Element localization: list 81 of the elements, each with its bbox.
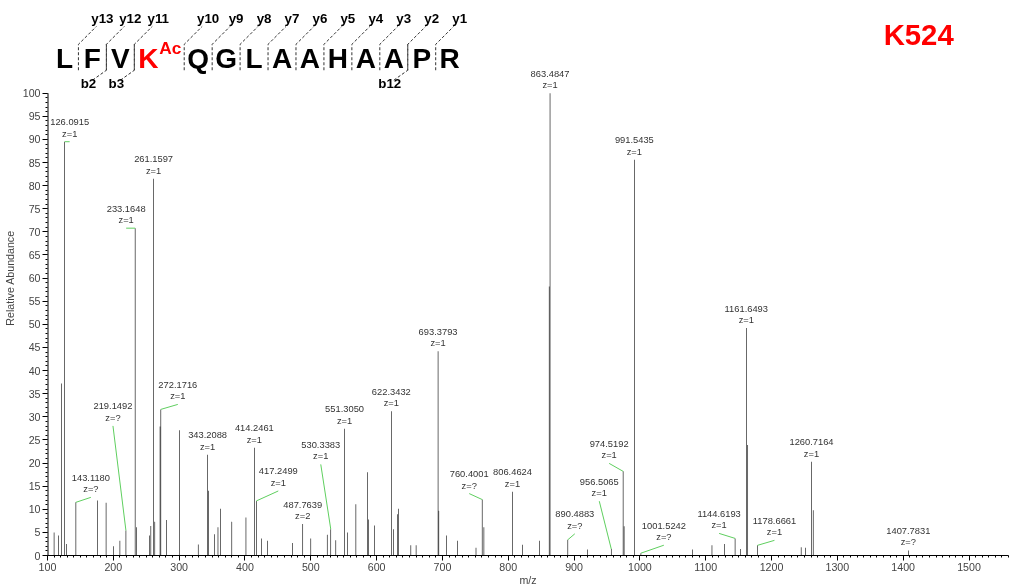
annotation: 991.5435 z=1 bbox=[614, 135, 654, 157]
text: b3 bbox=[108, 75, 125, 91]
text: y8 bbox=[256, 10, 272, 26]
y-tick-label: 85 bbox=[28, 156, 41, 169]
x-tick-label: 1200 bbox=[759, 560, 784, 573]
x-tick-label: 200 bbox=[104, 560, 123, 573]
y-tick-label: 100 bbox=[22, 87, 41, 100]
x-tick-label: 600 bbox=[367, 560, 386, 573]
text: y12 bbox=[119, 10, 142, 26]
y-tick-label: 10 bbox=[28, 503, 41, 516]
y-tick-label: 80 bbox=[28, 179, 41, 192]
annotation: 974.5192 z=1 bbox=[589, 438, 629, 461]
chart-title: K524 bbox=[883, 17, 955, 51]
text: y13 bbox=[91, 10, 114, 26]
x-tick-label: 900 bbox=[565, 560, 584, 573]
y-tick-label: 45 bbox=[28, 341, 41, 354]
x-tick-label: 1400 bbox=[891, 560, 916, 573]
text: y1 bbox=[452, 10, 468, 26]
annotation: 863.4847 z=1 bbox=[530, 68, 570, 91]
annotation: 622.3432 z=1 bbox=[371, 386, 411, 409]
y-tick-label: 60 bbox=[28, 272, 41, 285]
annotation: 487.7639 z=2 bbox=[283, 499, 323, 522]
annotation: 806.4624 z=1 bbox=[493, 467, 532, 489]
annotation: 261.1597 z=1 bbox=[134, 154, 174, 176]
y-tick-label: 15 bbox=[28, 480, 41, 493]
annotation: 1001.5242 z=? bbox=[641, 520, 686, 543]
text: y5 bbox=[340, 10, 356, 26]
annotation: 530.3383 z=1 bbox=[301, 439, 341, 462]
y-tick-label: 90 bbox=[28, 133, 41, 146]
annotation: 1161.6493 z=1 bbox=[724, 303, 768, 326]
text: y9 bbox=[228, 10, 244, 26]
x-tick-label: 500 bbox=[301, 560, 320, 573]
y-tick-label: 25 bbox=[28, 433, 41, 446]
text: y6 bbox=[312, 10, 328, 26]
text: y3 bbox=[396, 10, 412, 26]
x-tick-label: 300 bbox=[170, 560, 189, 573]
text: b12 bbox=[378, 75, 402, 91]
x-tick-label: 800 bbox=[499, 560, 518, 573]
y-tick-label: 50 bbox=[28, 318, 41, 331]
annotation: 417.2499 z=1 bbox=[258, 466, 298, 488]
y-tick-label: 0 bbox=[34, 549, 41, 562]
text: b2 bbox=[80, 75, 97, 91]
text: y4 bbox=[368, 10, 384, 26]
y-tick-label: 5 bbox=[34, 526, 41, 539]
annotation: 233.1648 z=1 bbox=[106, 203, 146, 226]
x-tick-label: 700 bbox=[433, 560, 452, 573]
annotation: 1144.6193 z=1 bbox=[697, 508, 741, 531]
annotation: 956.5065 z=1 bbox=[579, 476, 619, 499]
text: y7 bbox=[284, 10, 300, 26]
annotation: 343.2088 z=1 bbox=[188, 430, 228, 452]
annotation: 693.3793 z=1 bbox=[418, 326, 458, 349]
annotation: 272.1716 z=1 bbox=[158, 379, 198, 402]
annotation: 219.1492 z=? bbox=[93, 401, 133, 423]
text: y10 bbox=[197, 10, 220, 26]
x-tick-label: 1100 bbox=[694, 560, 718, 573]
y-tick-label: 30 bbox=[28, 410, 41, 423]
y-tick-label: 20 bbox=[28, 457, 41, 470]
annotation: 143.1180 z=? bbox=[71, 472, 110, 495]
annotation: 1178.6661 z=1 bbox=[752, 515, 797, 538]
annotation: 126.0915 z=1 bbox=[50, 117, 90, 139]
annotation: 414.2461 z=1 bbox=[234, 423, 274, 445]
x-axis-title: m/z bbox=[519, 573, 537, 586]
x-tick-label: 400 bbox=[236, 560, 254, 573]
y-tick-label: 75 bbox=[28, 202, 41, 215]
text: y2 bbox=[424, 10, 440, 26]
x-tick-label: 1500 bbox=[957, 560, 981, 573]
annotation: 890.4883 z=? bbox=[555, 509, 595, 531]
x-tick-label: 1300 bbox=[825, 560, 850, 573]
y-axis-title: Relative Abundance bbox=[3, 230, 16, 326]
annotation: 1260.7164 z=1 bbox=[789, 437, 834, 459]
y-tick-label: 35 bbox=[28, 387, 41, 400]
y-tick-label: 65 bbox=[28, 248, 41, 261]
text: y11 bbox=[147, 10, 170, 26]
annotation: 551.3050 z=1 bbox=[325, 404, 365, 426]
x-tick-label: 1000 bbox=[628, 560, 652, 573]
y-tick-label: 95 bbox=[28, 110, 41, 123]
annotation: 760.4001 z=? bbox=[449, 469, 489, 491]
y-tick-label: 40 bbox=[28, 364, 41, 377]
annotation: 1407.7831 z=? bbox=[886, 525, 931, 548]
y-tick-label: 55 bbox=[28, 295, 41, 308]
y-tick-label: 70 bbox=[28, 225, 41, 238]
